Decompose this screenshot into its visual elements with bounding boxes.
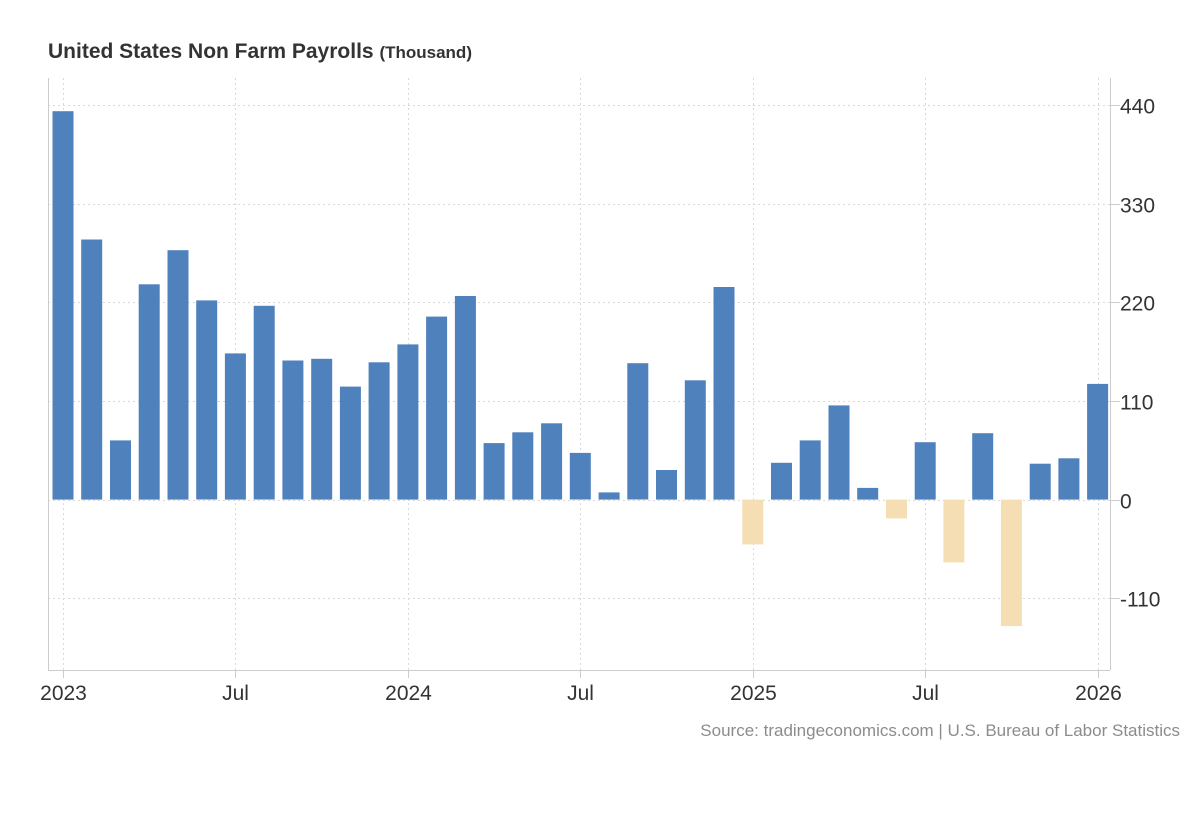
axes-layer: -110 0 110 220 330 440 2023 Jul 2024 Jul 2025 Jul 20… <box>40 78 1160 705</box>
y-tick-label: -110 <box>1120 589 1160 612</box>
bar-2023-11[interactable] <box>339 386 361 500</box>
bar-2023-09[interactable] <box>282 360 304 500</box>
bar-2023-08[interactable] <box>253 305 275 500</box>
y-tick-label: 330 <box>1120 195 1155 218</box>
x-tick-label: 2024 <box>385 682 432 705</box>
x-tick-label: Jul <box>567 682 594 705</box>
bar-2024-06[interactable] <box>541 423 563 500</box>
bar-2025-01[interactable] <box>742 499 764 545</box>
bar-2025-08[interactable] <box>943 499 965 563</box>
bar-2025-07[interactable] <box>914 442 936 500</box>
bars-layer <box>52 111 1109 627</box>
bar-2024-12[interactable] <box>713 287 735 500</box>
bar-2024-02[interactable] <box>426 316 448 500</box>
bar-2023-12[interactable] <box>368 362 390 500</box>
bar-2023-05[interactable] <box>167 250 189 500</box>
bar-2024-10[interactable] <box>656 470 677 500</box>
bar-2024-09[interactable] <box>627 363 649 500</box>
bar-2023-10[interactable] <box>311 358 333 500</box>
bar-2025-05[interactable] <box>857 487 879 500</box>
bar-2023-03[interactable] <box>110 440 131 500</box>
bar-2024-01[interactable] <box>397 344 419 500</box>
y-tick-label: 440 <box>1120 96 1155 119</box>
bar-2025-03[interactable] <box>799 440 821 500</box>
bar-2023-02[interactable] <box>81 239 103 500</box>
bar-2023-07[interactable] <box>224 353 246 500</box>
x-tick-label: 2025 <box>730 682 777 705</box>
bar-2024-05[interactable] <box>512 432 534 500</box>
bar-2025-11[interactable] <box>1029 463 1051 500</box>
bar-2023-01[interactable] <box>52 111 74 500</box>
x-tick-label: Jul <box>912 682 939 705</box>
y-tick-label: 0 <box>1120 491 1132 514</box>
bar-2025-10[interactable] <box>1000 499 1022 627</box>
bar-2024-07[interactable] <box>569 452 591 500</box>
y-tick-label: 220 <box>1120 293 1155 316</box>
y-tick-label: 110 <box>1120 392 1153 415</box>
bar-2024-04[interactable] <box>483 443 505 500</box>
bar-2024-11[interactable] <box>684 380 706 500</box>
bar-2024-03[interactable] <box>454 296 476 500</box>
x-tick-label: Jul <box>222 682 249 705</box>
bar-2025-06[interactable] <box>886 499 907 519</box>
bar-2026-01[interactable] <box>1087 383 1109 500</box>
bar-2024-08[interactable] <box>598 492 620 500</box>
bar-2025-02[interactable] <box>771 462 792 500</box>
chart-title: United States Non Farm Payrolls (Thousan… <box>48 40 472 64</box>
chart-title-unit: (Thousand) <box>379 43 472 62</box>
bar-2025-04[interactable] <box>828 405 850 500</box>
bar-2025-12[interactable] <box>1058 458 1080 500</box>
chart-title-text: United States Non Farm Payrolls <box>48 40 374 63</box>
bar-2025-09[interactable] <box>972 433 994 500</box>
bar-2023-04[interactable] <box>138 284 160 500</box>
x-tick-label: 2023 <box>40 682 87 705</box>
x-tick-label: 2026 <box>1075 682 1122 705</box>
source-attribution: Source: tradingeconomics.com | U.S. Bure… <box>700 721 1180 740</box>
bar-2023-06[interactable] <box>196 300 218 500</box>
